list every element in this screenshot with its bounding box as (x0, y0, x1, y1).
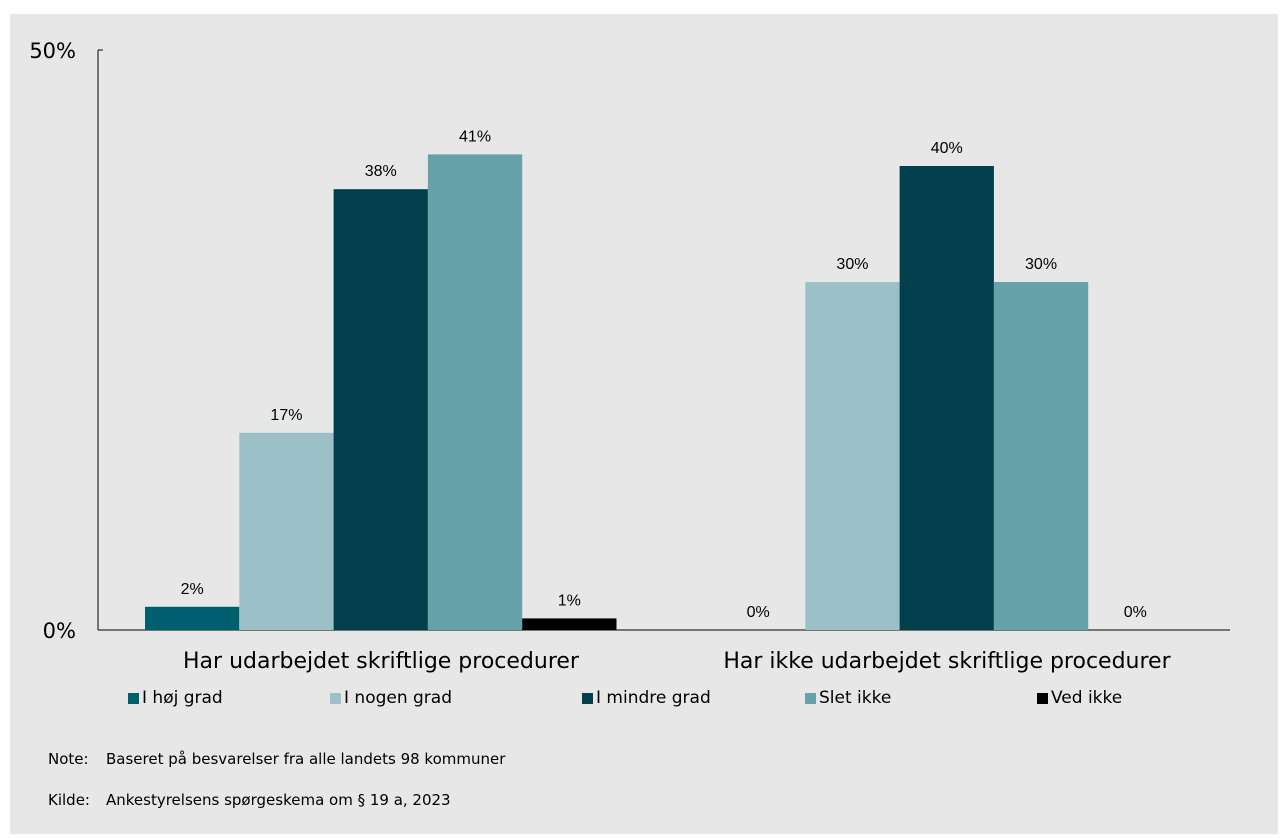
note-text: Baseret på besvarelser fra alle landets … (106, 750, 505, 768)
data-label: 41% (459, 128, 491, 145)
legend-swatch (128, 693, 139, 704)
bar (522, 618, 616, 630)
data-label: 17% (270, 407, 302, 424)
legend-item: Slet ikke (805, 688, 891, 708)
source: Kilde: Ankestyrelsens spørgeskema om § 19… (48, 791, 451, 809)
legend-label: Ved ikke (1051, 688, 1122, 708)
bar (145, 607, 239, 630)
legend-item: Ved ikke (1037, 688, 1122, 708)
legend-label: I mindre grad (596, 688, 711, 708)
bar (900, 166, 994, 630)
legend-label: Slet ikke (819, 688, 891, 708)
category-label: Har ikke udarbejdet skriftlige procedure… (723, 649, 1171, 674)
data-label: 2% (181, 581, 204, 598)
bar (428, 154, 522, 630)
note: Note: Baseret på besvarelser fra alle lan… (48, 750, 505, 768)
data-label: 38% (365, 163, 397, 180)
y-tick-label: 0% (43, 619, 76, 643)
data-label: 30% (1025, 256, 1057, 273)
bar (805, 282, 899, 630)
bars (145, 154, 1088, 630)
data-label: 30% (836, 256, 868, 273)
note-prefix: Note: (48, 750, 106, 768)
data-label: 0% (747, 604, 770, 621)
bar (334, 189, 428, 630)
legend-label: I nogen grad (344, 688, 452, 708)
y-tick-label: 50% (29, 39, 76, 63)
source-prefix: Kilde: (48, 791, 106, 809)
bar (994, 282, 1088, 630)
legend-label: I høj grad (142, 688, 223, 708)
bar (239, 433, 333, 630)
source-text: Ankestyrelsens spørgeskema om § 19 a, 20… (106, 791, 451, 809)
legend-swatch (1037, 693, 1048, 704)
legend-item: I mindre grad (582, 688, 711, 708)
data-label: 40% (931, 140, 963, 157)
legend: I høj grad I nogen grad I mindre grad Slet … (0, 688, 1283, 718)
legend-item: I nogen grad (330, 688, 452, 708)
legend-swatch (805, 693, 816, 704)
category-label: Har udarbejdet skriftlige procedurer (183, 649, 580, 674)
legend-swatch (330, 693, 341, 704)
legend-swatch (582, 693, 593, 704)
data-label: 1% (558, 592, 581, 609)
legend-item: I høj grad (128, 688, 223, 708)
data-label: 0% (1124, 604, 1147, 621)
